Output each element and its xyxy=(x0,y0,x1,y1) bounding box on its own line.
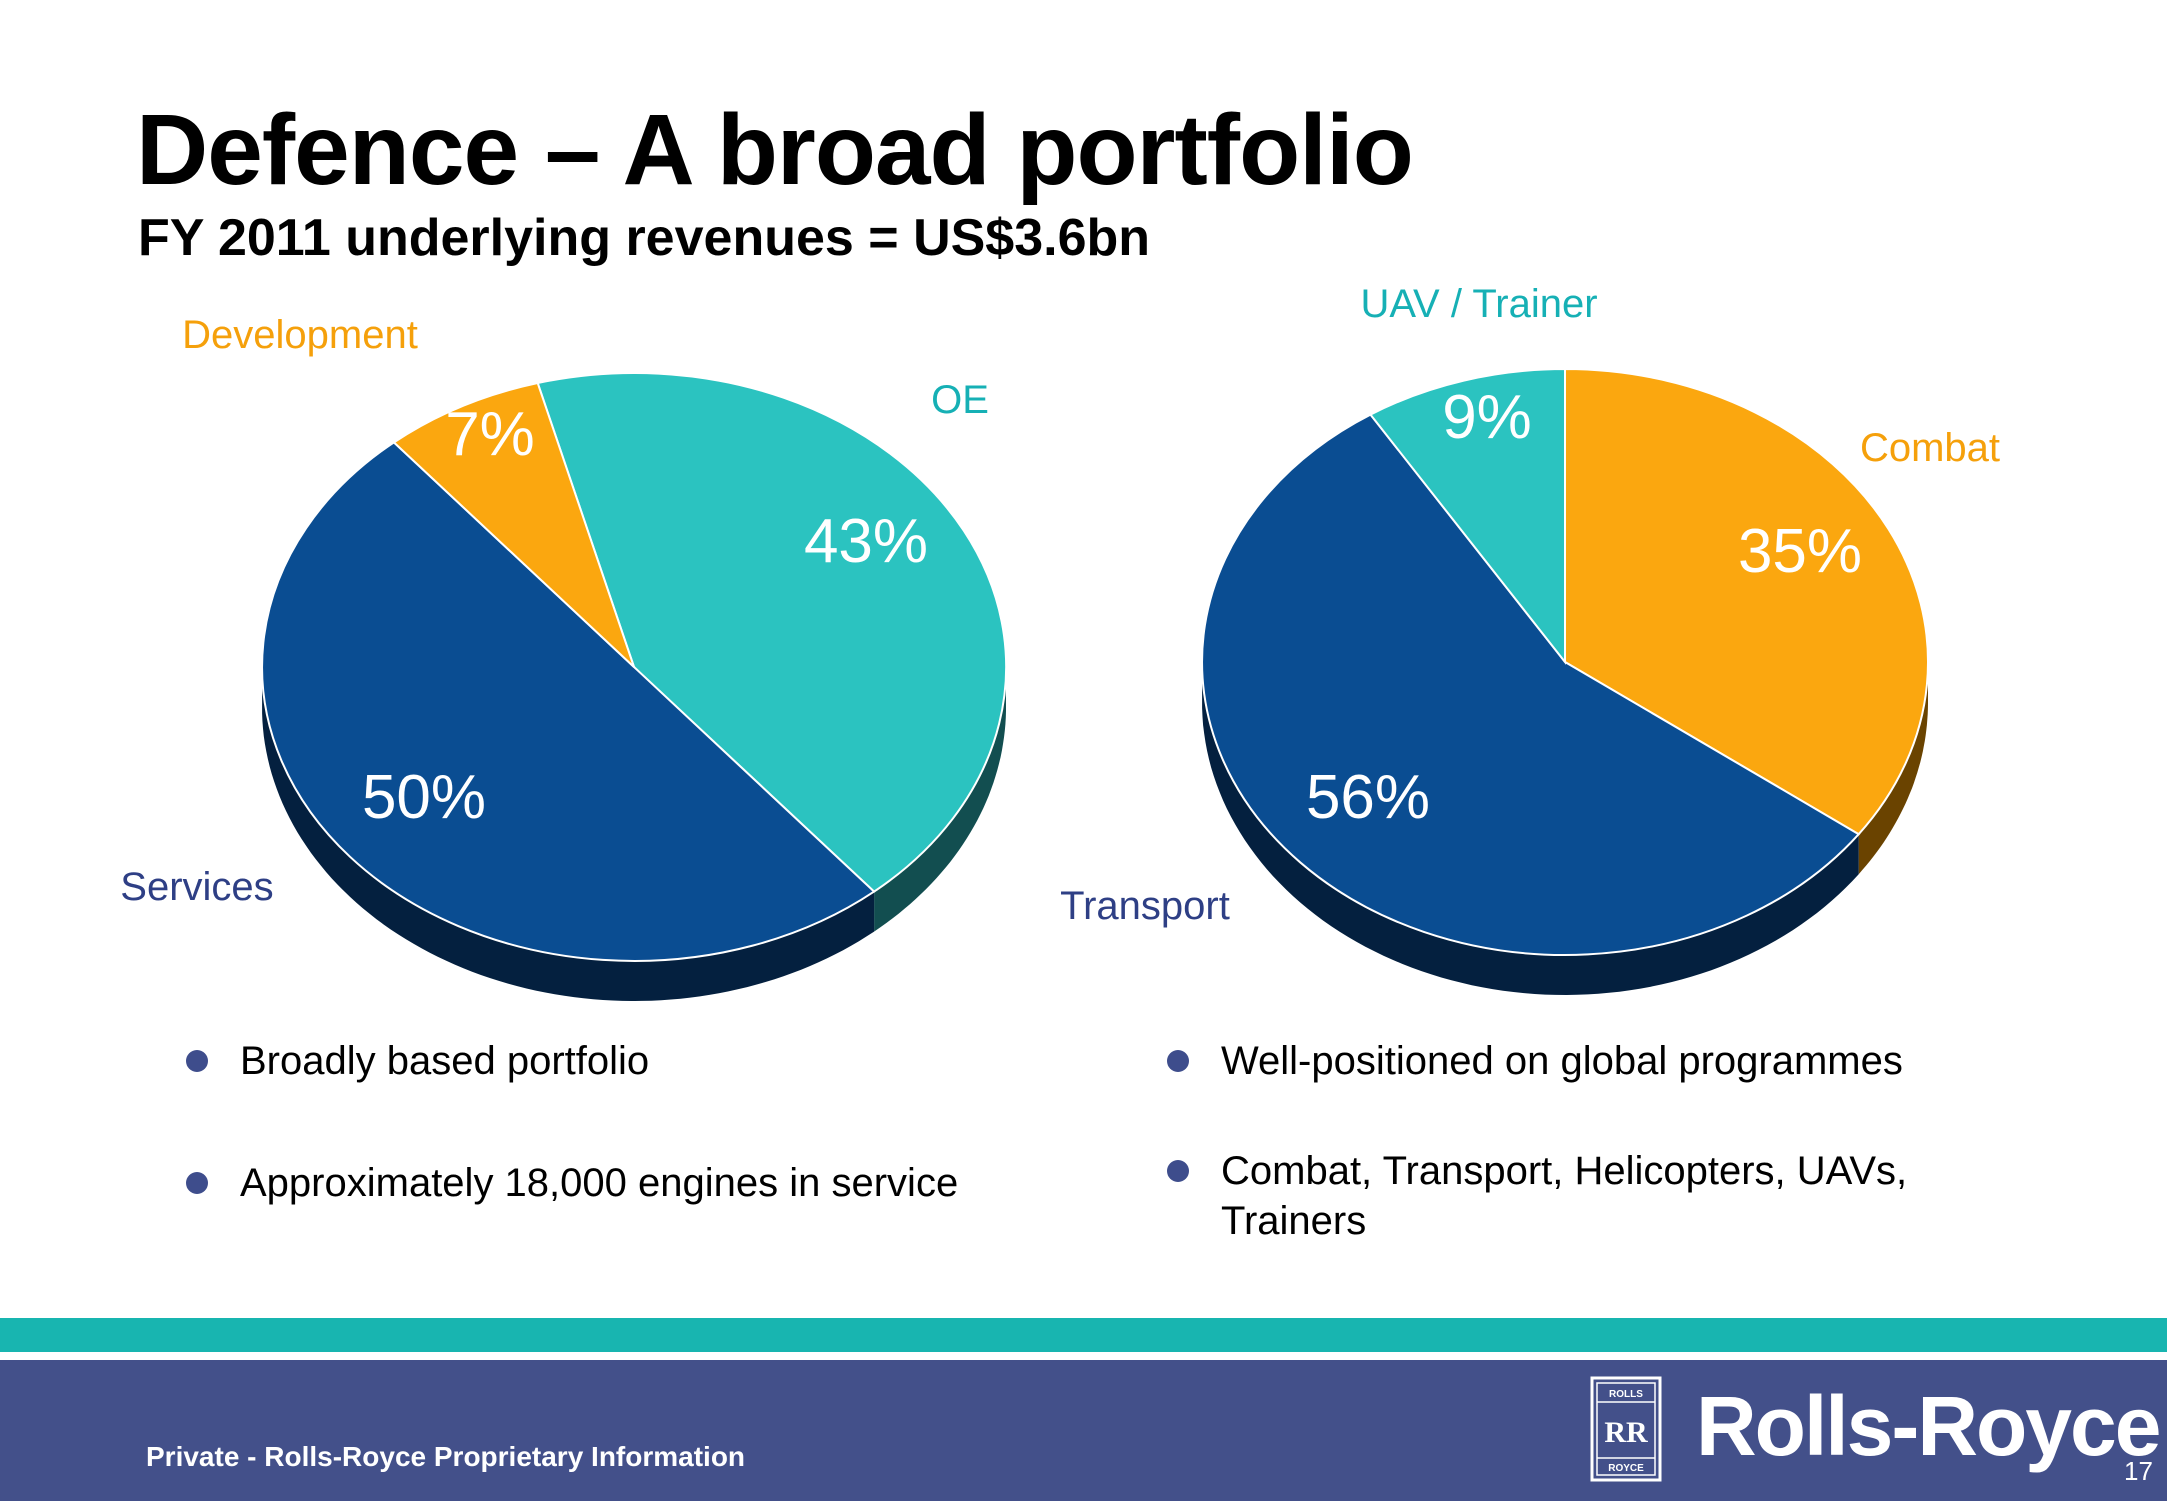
footer-teal-band xyxy=(0,1318,2167,1352)
pie-slice-oe xyxy=(536,371,1008,893)
pie-category-label: Combat xyxy=(1860,426,2000,470)
badge-bottom-text: ROYCE xyxy=(1608,1463,1644,1474)
bullet-list-left: Broadly based portfolio Approximately 18… xyxy=(186,1036,1086,1216)
page-number: 17 xyxy=(2124,1456,2153,1486)
pie-slice-combat xyxy=(1564,367,1929,836)
pie-slice-services xyxy=(260,441,876,963)
pie-side-transport xyxy=(1202,668,1859,995)
pie-slice-transport xyxy=(1201,413,1861,956)
pie-side-oe xyxy=(874,671,1006,932)
bullet-text: Trainers xyxy=(1221,1199,1367,1243)
bullet-list-right: Well-positioned on global programmes Com… xyxy=(1167,1036,2117,1256)
badge-top-text: ROLLS xyxy=(1609,1389,1643,1400)
bullet-icon xyxy=(1167,1050,1189,1072)
pie-value-label: 35% xyxy=(1738,517,1862,586)
rolls-royce-badge-icon: ROLLS RR ROYCE xyxy=(1590,1376,1662,1482)
pie-value-label: 56% xyxy=(1306,763,1430,832)
bullet-text: Broadly based portfolio xyxy=(240,1039,650,1083)
pie-value-label: 9% xyxy=(1442,383,1532,452)
bullet-text: Well-positioned on global programmes xyxy=(1221,1039,1903,1083)
pie-side-services xyxy=(262,673,875,1001)
pie-category-label: OE xyxy=(931,378,989,422)
pie-chart-2: 35% 56% 9% Combat Transport UAV / Trainer xyxy=(1060,282,2000,995)
bullet-text: Approximately 18,000 engines in service xyxy=(240,1161,959,1205)
bullet-icon xyxy=(186,1050,208,1072)
pie-side-combat xyxy=(1858,663,1928,875)
pie-category-label: Services xyxy=(120,865,273,909)
pie-category-label: UAV / Trainer xyxy=(1360,282,1597,326)
pie-value-label: 7% xyxy=(445,400,535,469)
bullet-text: Combat, Transport, Helicopters, UAVs, xyxy=(1221,1149,1908,1193)
pie-value-label: 50% xyxy=(362,763,486,832)
pie-slice-uav-trainer xyxy=(1368,367,1566,665)
bullet-icon xyxy=(1167,1160,1189,1182)
bullet-icon xyxy=(186,1172,208,1194)
footer-confidentiality-text: Private - Rolls-Royce Proprietary Inform… xyxy=(146,1441,746,1472)
page-title: Defence – A broad portfolio xyxy=(136,94,1414,206)
pie-slice-development xyxy=(392,381,635,668)
page-subtitle: FY 2011 underlying revenues = US$3.6bn xyxy=(138,209,1151,267)
pie-category-label: Development xyxy=(182,313,418,357)
pie-category-label: Transport xyxy=(1060,884,1230,928)
badge-mark-text: RR xyxy=(1604,1416,1648,1449)
brand-logo-text: Rolls-Royce xyxy=(1696,1379,2161,1473)
footer-divider xyxy=(0,1352,2167,1360)
pie-value-label: 43% xyxy=(804,507,928,576)
pie-chart-1: 43% 50% 7% OE Services Development xyxy=(120,313,1008,1001)
footer-navy-band xyxy=(0,1360,2167,1501)
